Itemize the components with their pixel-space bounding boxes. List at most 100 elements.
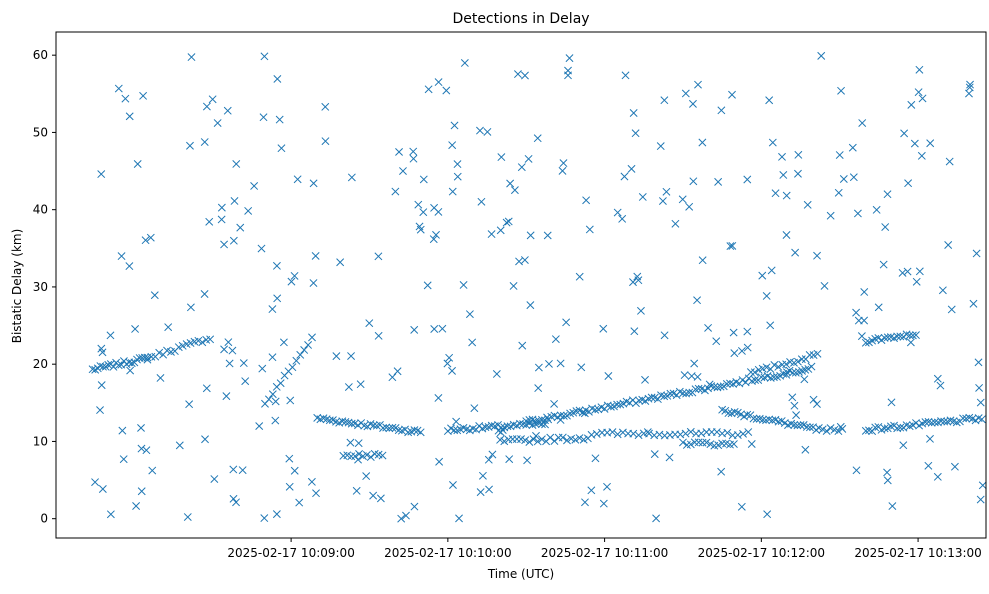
data-point (460, 59, 469, 67)
data-point (791, 368, 800, 377)
data-point (794, 169, 802, 178)
data-point (680, 371, 689, 380)
data-point (666, 389, 675, 398)
data-point (430, 203, 439, 212)
data-point (125, 262, 134, 271)
data-point (962, 414, 971, 423)
x-axis-label: Time (UTC) (487, 567, 554, 581)
data-point (946, 416, 955, 425)
data-point (729, 328, 738, 337)
data-point (782, 370, 791, 379)
data-point (205, 217, 214, 226)
data-point (210, 475, 219, 484)
data-point (837, 86, 846, 95)
data-point (258, 364, 267, 373)
data-point (896, 332, 905, 341)
data-point (767, 266, 776, 275)
data-point (121, 94, 130, 103)
data-point (730, 349, 739, 358)
data-point (543, 231, 552, 240)
data-point (629, 278, 637, 287)
data-point (273, 74, 282, 83)
data-point (488, 450, 497, 459)
data-point (896, 423, 905, 432)
data-point (592, 430, 601, 438)
data-point (325, 416, 334, 425)
data-point (104, 360, 113, 369)
data-point (512, 435, 521, 444)
data-point (900, 129, 909, 138)
data-point (241, 377, 250, 386)
data-point (296, 350, 305, 359)
data-point (794, 150, 803, 159)
data-point (442, 86, 451, 95)
data-point (860, 288, 869, 296)
data-point (927, 418, 936, 427)
data-point (749, 414, 758, 423)
data-point (712, 428, 721, 436)
data-point (534, 416, 543, 425)
data-point (938, 286, 947, 295)
data-point (728, 241, 737, 250)
data-point (587, 486, 596, 495)
data-point (565, 54, 574, 63)
data-point (286, 396, 295, 405)
data-point (580, 409, 589, 418)
data-point (217, 203, 226, 212)
x-tick-label: 2025-02-17 10:09:00 (227, 546, 354, 560)
data-point (497, 153, 506, 162)
data-point (656, 142, 665, 151)
data-point (572, 407, 581, 416)
data-point (575, 272, 584, 281)
data-point (581, 498, 589, 507)
data-point (801, 365, 810, 374)
data-point (96, 406, 104, 415)
data-point (260, 514, 269, 523)
data-point (852, 308, 861, 317)
data-point (478, 471, 487, 480)
data-point (969, 299, 978, 308)
data-point (372, 421, 381, 430)
data-point (976, 398, 985, 407)
data-point (944, 241, 953, 249)
data-point (450, 121, 459, 130)
data-point (577, 363, 586, 372)
data-point (360, 421, 369, 430)
data-point (232, 498, 240, 507)
data-point (496, 435, 505, 444)
data-point (591, 405, 600, 414)
data-point (200, 290, 209, 298)
data-point (782, 368, 791, 377)
data-point (704, 323, 713, 332)
data-point (341, 417, 350, 426)
data-point (228, 346, 237, 355)
data-point (585, 225, 594, 234)
data-point (797, 355, 806, 364)
data-point (966, 80, 975, 89)
data-point (307, 477, 316, 486)
data-point (529, 435, 538, 444)
data-point (347, 419, 356, 428)
data-point (647, 393, 656, 402)
data-point (613, 208, 622, 217)
data-point (571, 435, 580, 444)
data-point (187, 53, 196, 62)
data-point (713, 383, 722, 392)
data-point (937, 417, 946, 426)
data-point (627, 164, 636, 173)
data-point (423, 281, 432, 290)
data-point (782, 360, 791, 369)
data-point (796, 421, 805, 430)
data-point (950, 462, 959, 471)
data-point (487, 230, 496, 239)
data-point (791, 248, 800, 257)
x-tick-label: 2025-02-17 10:12:00 (698, 546, 825, 560)
data-point (126, 366, 135, 375)
data-point (822, 427, 831, 435)
data-point (820, 281, 829, 290)
data-point (604, 372, 613, 380)
x-tick-label: 2025-02-17 10:11:00 (541, 546, 668, 560)
data-point (765, 96, 774, 105)
data-point (346, 438, 355, 447)
